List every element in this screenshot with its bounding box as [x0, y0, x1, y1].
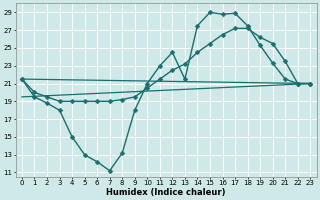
- X-axis label: Humidex (Indice chaleur): Humidex (Indice chaleur): [106, 188, 226, 197]
